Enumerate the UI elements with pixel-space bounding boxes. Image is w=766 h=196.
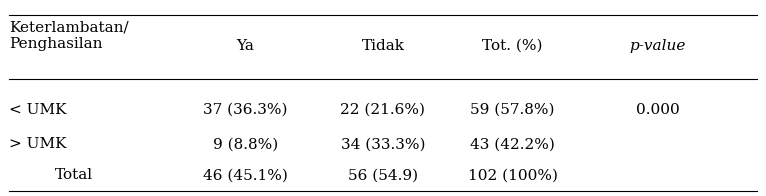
Text: 0.000: 0.000 [636, 103, 679, 117]
Text: Total: Total [55, 168, 93, 182]
Text: 59 (57.8%): 59 (57.8%) [470, 103, 555, 117]
Text: 9 (8.8%): 9 (8.8%) [213, 137, 278, 151]
Text: < UMK: < UMK [9, 103, 67, 117]
Text: 34 (33.3%): 34 (33.3%) [341, 137, 425, 151]
Text: Ya: Ya [237, 39, 254, 53]
Text: Keterlambatan/
Penghasilan: Keterlambatan/ Penghasilan [9, 21, 129, 51]
Text: 43 (42.2%): 43 (42.2%) [470, 137, 555, 151]
Text: 56 (54.9): 56 (54.9) [348, 168, 418, 182]
Text: 102 (100%): 102 (100%) [468, 168, 558, 182]
Text: > UMK: > UMK [9, 137, 67, 151]
Text: 37 (36.3%): 37 (36.3%) [203, 103, 288, 117]
Text: Tidak: Tidak [362, 39, 404, 53]
Text: 46 (45.1%): 46 (45.1%) [203, 168, 288, 182]
Text: p-value: p-value [630, 39, 686, 53]
Text: Tot. (%): Tot. (%) [483, 39, 543, 53]
Text: 22 (21.6%): 22 (21.6%) [341, 103, 425, 117]
